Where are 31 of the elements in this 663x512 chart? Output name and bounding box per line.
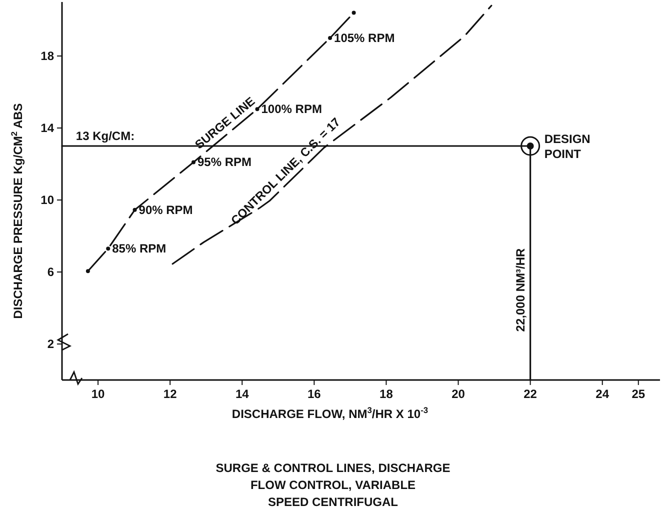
x-tick-label: 22 [524, 387, 538, 401]
x-tick-label: 25 [632, 387, 646, 401]
point [132, 208, 137, 212]
point [106, 246, 110, 251]
point [86, 269, 90, 274]
annotation: 95% RPM [197, 155, 252, 170]
point [328, 36, 332, 40]
y-tick-label: 6 [47, 265, 54, 279]
x-tick-label: 14 [235, 387, 250, 401]
x-tick-label: 24 [596, 387, 610, 401]
x-tick-label: 12 [163, 387, 178, 401]
x-tick-label: 18 [380, 387, 394, 401]
x-axis-title: DISCHARGE FLOW, NM$^{3}$/HR X 10$^{-3}$ [232, 405, 428, 421]
y-tick-label: 14 [40, 121, 54, 135]
point [191, 160, 196, 164]
x-tick-label: 20 [452, 387, 466, 401]
annotation: 90% RPM [138, 202, 193, 217]
y-tick-label: 18 [40, 49, 54, 63]
point [352, 10, 356, 15]
point [520, 136, 540, 156]
y-tick-label: 2 [47, 337, 54, 351]
annotation: 85% RPM [112, 242, 166, 256]
annotation: 100% RPM [261, 102, 322, 116]
annotation: 105% RPM [334, 31, 395, 45]
annotation: DESIGN POINT [544, 132, 590, 161]
x-tick-label: 10 [91, 387, 106, 401]
y-tick-label: 10 [40, 193, 54, 207]
annotation: 13 Kg/CM: [76, 129, 135, 143]
annotation: 22,000 NM³/HR [513, 248, 528, 332]
x-tick-label: 16 [307, 387, 322, 401]
text: SURGE & CONTROL LINES, DISCHARGE FLOW CONTROL, VARIABLE SPEED CENTRIFUGAL [216, 461, 450, 509]
